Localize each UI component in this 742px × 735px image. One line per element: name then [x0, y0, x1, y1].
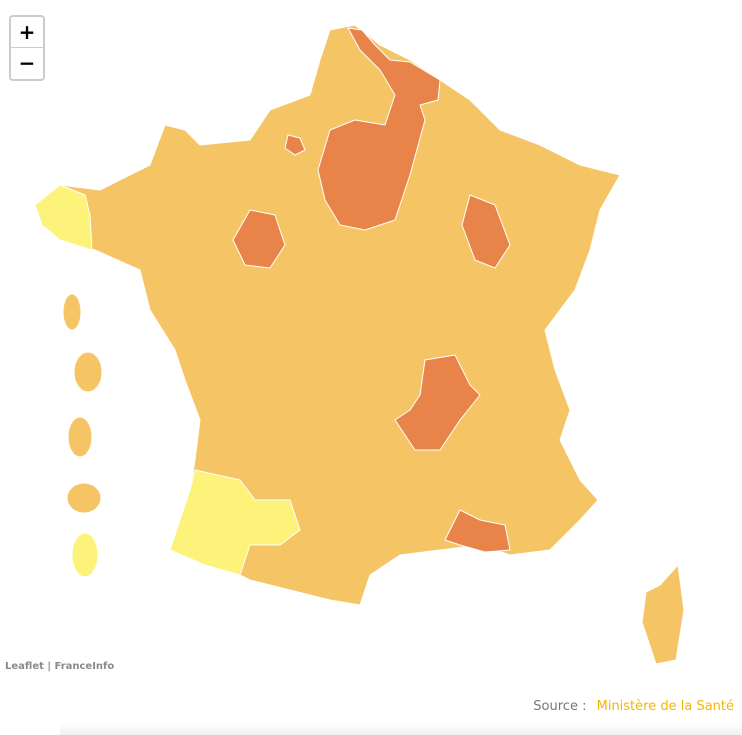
- source: Source : Ministère de la Santé: [533, 699, 734, 714]
- provider: FranceInfo: [54, 661, 115, 672]
- source-link[interactable]: Ministère de la Santé: [596, 699, 734, 714]
- southwest: [169, 469, 301, 576]
- island: [66, 482, 102, 514]
- mainland: [34, 24, 621, 606]
- attribution: Leaflet | FranceInfo: [5, 661, 114, 672]
- center-west: [232, 209, 286, 269]
- zoom-out[interactable]: −: [18, 51, 36, 75]
- leaflet-link[interactable]: Leaflet: [5, 661, 44, 672]
- provence: [444, 509, 511, 553]
- brittany-tip: [34, 184, 93, 251]
- separator: |: [47, 661, 52, 672]
- north: [317, 27, 441, 231]
- island: [67, 416, 93, 458]
- island: [71, 532, 99, 578]
- island: [73, 351, 103, 393]
- rhone: [394, 354, 481, 451]
- map: [34, 24, 685, 665]
- east: [461, 194, 511, 269]
- source-label: Source :: [533, 699, 587, 714]
- paris-spot: [284, 134, 306, 156]
- zoom-control: + −: [9, 15, 45, 81]
- island: [62, 293, 82, 331]
- bottom-shade: [60, 723, 742, 735]
- corsica: [641, 564, 685, 665]
- zoom-in[interactable]: +: [11, 17, 43, 48]
